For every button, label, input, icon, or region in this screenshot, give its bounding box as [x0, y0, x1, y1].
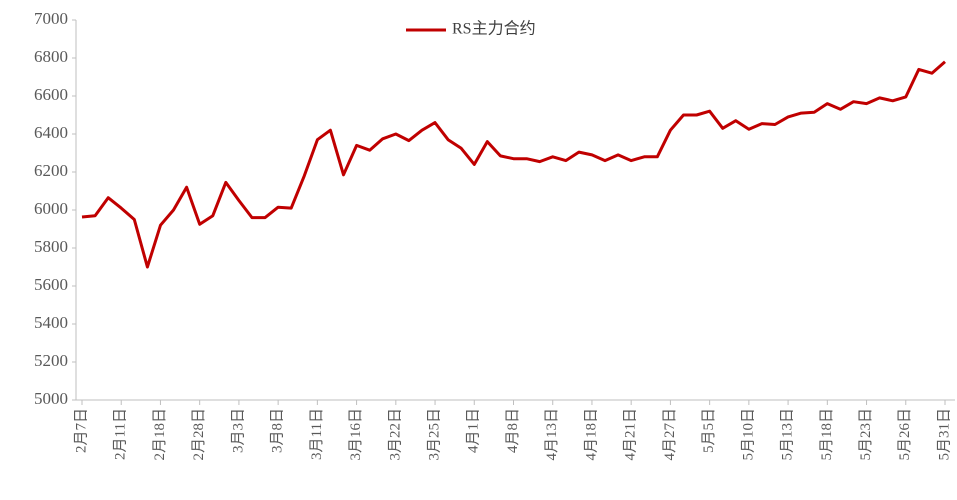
x-tick-label: 2月28日: [191, 408, 207, 461]
y-tick-label: 5200: [34, 351, 68, 370]
x-tick-label: 5月26日: [897, 408, 913, 461]
y-tick-label: 6000: [34, 199, 68, 218]
x-tick-label: 5月31日: [936, 408, 952, 461]
x-tick-label: 4月21日: [623, 408, 639, 461]
x-tick-label: 3月3日: [230, 408, 246, 453]
legend-label: RS主力合约: [452, 20, 536, 38]
x-tick-label: 5月13日: [780, 408, 796, 461]
y-tick-label: 5400: [34, 313, 68, 332]
y-tick-label: 5800: [34, 237, 68, 256]
y-tick-label: 6600: [34, 85, 68, 104]
x-tick-label: 4月8日: [505, 408, 521, 453]
y-tick-label: 6800: [34, 47, 68, 66]
x-tick-label: 5月18日: [819, 408, 835, 461]
x-tick-label: 5月23日: [858, 408, 874, 461]
x-tick-label: 2月11日: [113, 408, 129, 460]
x-tick-label: 4月1日: [466, 408, 482, 453]
x-tick-label: 3月11日: [309, 408, 325, 460]
x-tick-label: 4月27日: [662, 408, 678, 461]
x-tick-label: 3月16日: [348, 408, 364, 461]
x-tick-label: 5月10日: [740, 408, 756, 461]
x-tick-label: 2月7日: [73, 408, 89, 453]
series-line: [81, 60, 946, 269]
y-tick-label: 5000: [34, 389, 68, 408]
y-tick-label: 7000: [34, 9, 68, 28]
y-tick-label: 5600: [34, 275, 68, 294]
x-tick-label: 3月8日: [270, 408, 286, 453]
y-tick-label: 6200: [34, 161, 68, 180]
x-tick-label: 3月22日: [387, 408, 403, 461]
x-tick-label: 4月18日: [583, 408, 599, 461]
y-tick-label: 6400: [34, 123, 68, 142]
x-tick-label: 5月5日: [701, 408, 717, 453]
x-tick-label: 3月25日: [426, 408, 442, 461]
x-tick-label: 2月18日: [152, 408, 168, 461]
x-tick-label: 4月13日: [544, 408, 560, 461]
